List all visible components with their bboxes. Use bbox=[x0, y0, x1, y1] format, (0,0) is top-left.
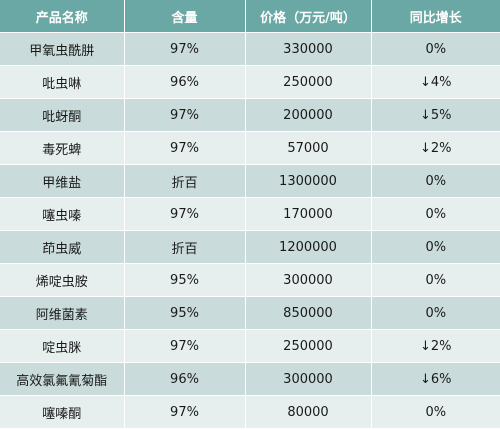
cell-yoy: 0% bbox=[371, 263, 500, 297]
table-row: 吡虫啉 96% 250000 ↓4% bbox=[0, 65, 500, 99]
table-row: 噻虫嗪 97% 170000 0% bbox=[0, 197, 500, 231]
cell-yoy: ↓2% bbox=[371, 329, 500, 363]
cell-product-name: 茚虫威 bbox=[0, 230, 125, 264]
table-row: 茚虫威 折百 1200000 0% bbox=[0, 230, 500, 264]
cell-product-name: 吡蚜酮 bbox=[0, 98, 125, 132]
cell-price: 1300000 bbox=[245, 164, 372, 198]
cell-content: 折百 bbox=[124, 230, 246, 264]
cell-yoy: 0% bbox=[371, 296, 500, 330]
cell-price: 80000 bbox=[245, 395, 372, 429]
cell-content: 96% bbox=[124, 65, 246, 99]
cell-product-name: 噻嗪酮 bbox=[0, 395, 125, 429]
cell-yoy: 0% bbox=[371, 395, 500, 429]
cell-yoy: ↓4% bbox=[371, 65, 500, 99]
table-row: 高效氯氟氰菊酯 96% 300000 ↓6% bbox=[0, 362, 500, 396]
table-row: 烯啶虫胺 95% 300000 0% bbox=[0, 263, 500, 297]
cell-price: 250000 bbox=[245, 329, 372, 363]
cell-price: 1200000 bbox=[245, 230, 372, 264]
cell-product-name: 高效氯氟氰菊酯 bbox=[0, 362, 125, 396]
table-row: 甲氧虫酰肼 97% 330000 0% bbox=[0, 32, 500, 66]
cell-product-name: 阿维菌素 bbox=[0, 296, 125, 330]
table-row: 吡蚜酮 97% 200000 ↓5% bbox=[0, 98, 500, 132]
cell-content: 97% bbox=[124, 131, 246, 165]
cell-price: 170000 bbox=[245, 197, 372, 231]
cell-price: 300000 bbox=[245, 263, 372, 297]
cell-price: 330000 bbox=[245, 32, 372, 66]
cell-yoy: 0% bbox=[371, 230, 500, 264]
cell-content: 95% bbox=[124, 296, 246, 330]
cell-product-name: 甲氧虫酰肼 bbox=[0, 32, 125, 66]
cell-content: 97% bbox=[124, 98, 246, 132]
cell-yoy: 0% bbox=[371, 32, 500, 66]
table-header-row: 产品名称 含量 价格（万元/吨） 同比增长 bbox=[0, 0, 500, 33]
header-yoy: 同比增长 bbox=[371, 0, 500, 33]
cell-product-name: 啶虫脒 bbox=[0, 329, 125, 363]
cell-product-name: 噻虫嗪 bbox=[0, 197, 125, 231]
cell-price: 300000 bbox=[245, 362, 372, 396]
cell-content: 95% bbox=[124, 263, 246, 297]
header-price: 价格（万元/吨） bbox=[245, 0, 372, 33]
table-row: 甲维盐 折百 1300000 0% bbox=[0, 164, 500, 198]
cell-content: 97% bbox=[124, 329, 246, 363]
cell-price: 200000 bbox=[245, 98, 372, 132]
cell-price: 250000 bbox=[245, 65, 372, 99]
table-row: 毒死蜱 97% 57000 ↓2% bbox=[0, 131, 500, 165]
cell-price: 57000 bbox=[245, 131, 372, 165]
header-content: 含量 bbox=[124, 0, 246, 33]
cell-yoy: 0% bbox=[371, 164, 500, 198]
cell-yoy: ↓5% bbox=[371, 98, 500, 132]
cell-content: 97% bbox=[124, 32, 246, 66]
cell-product-name: 吡虫啉 bbox=[0, 65, 125, 99]
cell-content: 97% bbox=[124, 395, 246, 429]
cell-content: 折百 bbox=[124, 164, 246, 198]
cell-content: 96% bbox=[124, 362, 246, 396]
cell-price: 850000 bbox=[245, 296, 372, 330]
cell-yoy: ↓2% bbox=[371, 131, 500, 165]
cell-yoy: ↓6% bbox=[371, 362, 500, 396]
table-row: 噻嗪酮 97% 80000 0% bbox=[0, 395, 500, 429]
cell-product-name: 烯啶虫胺 bbox=[0, 263, 125, 297]
header-product-name: 产品名称 bbox=[0, 0, 125, 33]
cell-content: 97% bbox=[124, 197, 246, 231]
table-row: 啶虫脒 97% 250000 ↓2% bbox=[0, 329, 500, 363]
cell-product-name: 毒死蜱 bbox=[0, 131, 125, 165]
cell-yoy: 0% bbox=[371, 197, 500, 231]
cell-product-name: 甲维盐 bbox=[0, 164, 125, 198]
table-row: 阿维菌素 95% 850000 0% bbox=[0, 296, 500, 330]
